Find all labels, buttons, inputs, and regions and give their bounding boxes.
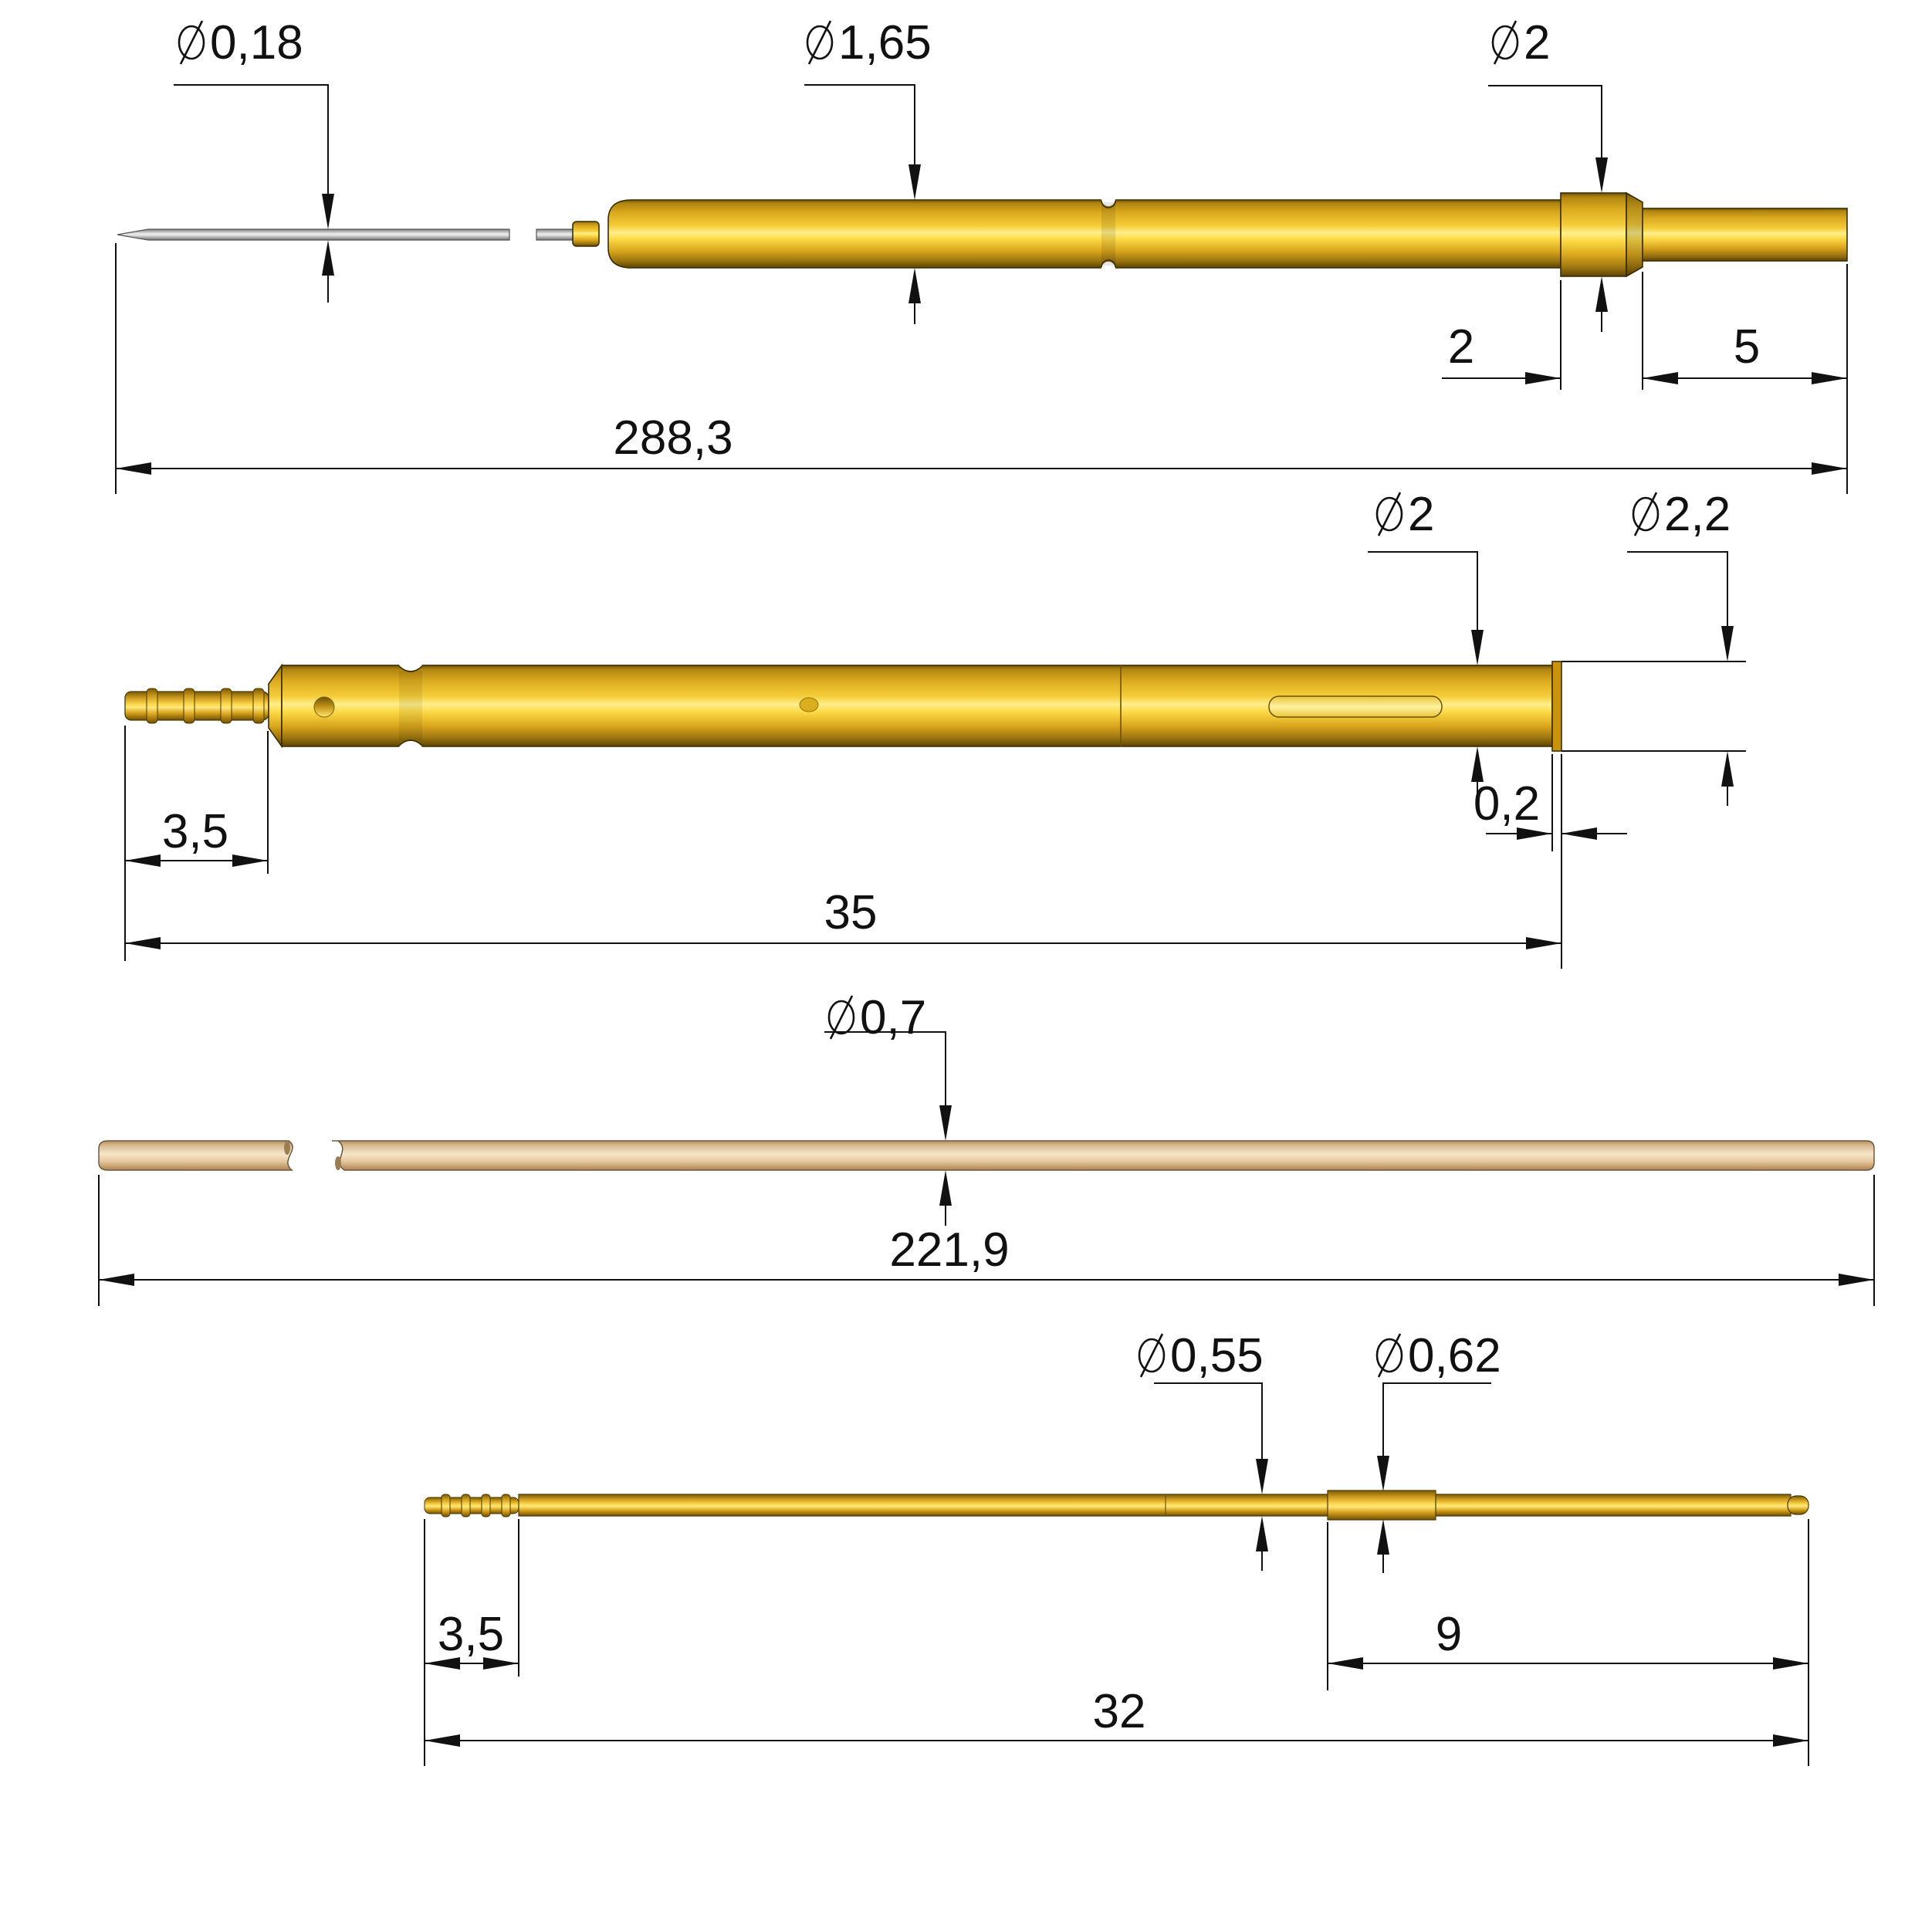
leader-line [1368,551,1478,633]
dim-probe-collar-length: 2 [1442,272,1643,390]
leader-line [1627,551,1728,629]
plunger-rod [518,1494,1792,1517]
dim-probe-collar-diameter: 2 [1488,16,1608,332]
view-probe: 0,18 1,65 2 2 [115,16,1848,494]
serration-ridge [501,1494,511,1518]
wire-segment-right [332,1140,1875,1171]
probe-needle-wire-right [536,228,577,241]
barrel-neck-arc-top [398,665,423,672]
barrel-neck-arc-bottom [398,739,423,746]
dim-probe-tip-diameter: 0,18 [174,16,334,303]
dim-label: 0,18 [210,16,303,69]
dim-label: 0,2 [1474,777,1540,831]
dim-plunger-overall-length: 32 [425,1519,1809,1766]
barrel-neck-bite-top [399,657,422,671]
leader-line [174,84,329,197]
view-plunger: 0,55 0,62 3,5 9 [424,1329,1809,1766]
dim-plunger-serration-length: 3,5 [424,1519,519,1766]
probe-body-groove-notch-top [1101,192,1115,206]
probe-geometry [117,191,1848,278]
dim-label: 5 [1734,320,1760,374]
dim-wire-overall-length: 221,9 [98,1175,1875,1306]
leader-line [824,1031,946,1108]
serration-ridge [441,1494,451,1518]
dim-label: 3,5 [162,805,228,858]
dim-label: 0,7 [860,991,926,1044]
barrel-crimp-dimple [313,696,335,718]
plunger-geometry [424,1490,1809,1521]
dim-barrel-flange-diameter: 2,2 [1562,488,1746,806]
dim-label: 35 [824,886,878,939]
barrel-neck-bite-bottom [399,741,422,755]
wire-geometry [98,1140,1875,1171]
barrel-end-flange [1551,661,1562,752]
leader-line [1382,1382,1491,1459]
view-barrel: 2 2,2 0,2 3,5 [124,488,1746,969]
dim-barrel-overall-length: 35 [125,886,1562,949]
dim-label: 288,3 [613,411,733,465]
dim-barrel-flange-length: 0,2 [1474,754,1627,969]
probe-groove-arc-top [1101,200,1116,208]
dim-label: 1,65 [838,16,932,69]
view-wire: 0,7 221,9 [98,991,1875,1306]
probe-tip-stub [572,221,600,247]
dim-plunger-sleeve-diameter: 0,62 [1375,1329,1501,1573]
dim-barrel-serration-length: 3,5 [124,726,269,961]
dim-label: 2 [1448,320,1474,374]
dim-probe-overall-length: 288,3 [115,243,1848,494]
wire-break-notch-right [335,1156,341,1170]
dim-label: 32 [1093,1685,1146,1738]
probe-body-groove-shade [1101,202,1115,266]
dim-wire-diameter: 0,7 [824,991,952,1226]
plunger-end-cap [1787,1495,1809,1515]
probe-tail-shaft [1642,208,1848,262]
probe-body-groove-notch-bottom [1101,262,1115,276]
dim-probe-tail-length: 5 [1643,320,1847,384]
serration-ridge [252,688,265,724]
dim-barrel-outer-diameter: 2 [1368,488,1484,801]
probe-body [607,199,1562,269]
dim-label: 2 [1524,16,1550,69]
barrel-dimple-small [799,697,819,712]
probe-groove-arc-bottom [1101,259,1116,268]
dim-probe-body-diameter: 1,65 [804,16,932,324]
barrel-slot-window [1268,695,1443,718]
barrel-geometry [124,657,1562,755]
dim-label: 9 [1436,1608,1462,1661]
wire-segment-left [98,1140,293,1171]
serration-ridge [220,688,232,724]
dim-label: 2,2 [1664,488,1731,541]
dim-label: 221,9 [889,1223,1009,1277]
plunger-sleeve [1327,1490,1436,1521]
probe-needle-wire-left [117,228,510,241]
serration-ridge [183,688,195,724]
probe-collar-chamfer-shade [1626,193,1643,276]
probe-collar [1560,192,1627,277]
dim-plunger-sleeve-length: 9 [1327,1522,1809,1690]
dim-label: 2 [1408,488,1434,541]
leader-line [1488,85,1602,161]
barrel-neck-shade [399,671,422,741]
serration-ridge [461,1494,471,1518]
dim-label: 3,5 [438,1608,504,1661]
probe-collar-chamfer [1626,191,1643,278]
leader-line [804,84,915,167]
dim-label: 0,55 [1170,1329,1264,1382]
dim-plunger-rod-diameter: 0,55 [1138,1329,1268,1571]
wire-break-notch-left [284,1141,290,1155]
serration-ridge [146,688,158,724]
dim-label: 0,62 [1408,1329,1501,1382]
serration-ridge [481,1494,491,1518]
leader-line [1154,1382,1263,1462]
